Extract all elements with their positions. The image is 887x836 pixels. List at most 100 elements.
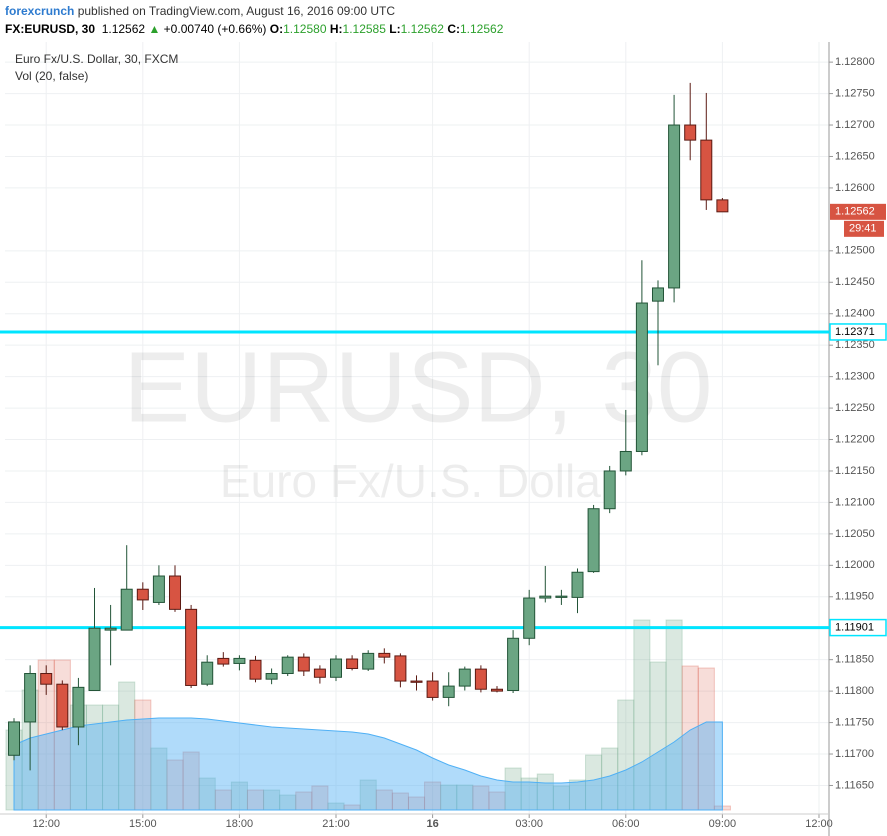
- y-tick-label: 1.12800: [835, 56, 875, 68]
- candle-body: [523, 597, 536, 639]
- x-tick-label: 16: [426, 818, 438, 830]
- y-tick-label: 1.12050: [835, 528, 875, 540]
- candle-body: [56, 683, 69, 728]
- arrow: ▲: [148, 22, 161, 36]
- candle-body: [410, 680, 423, 683]
- candle-body: [217, 657, 230, 665]
- x-tick-label: 12:00: [32, 818, 60, 830]
- x-tick-label: 21:00: [322, 818, 350, 830]
- y-tick-label: 1.12250: [835, 402, 875, 414]
- l: 1.12562: [400, 22, 444, 36]
- y-tick-label: 1.12100: [835, 496, 875, 508]
- candle-body: [458, 668, 471, 687]
- candle-body: [185, 608, 198, 686]
- countdown: 29:41: [849, 223, 877, 235]
- c-key: C:: [447, 22, 460, 36]
- volume-ma-area: [13, 717, 723, 811]
- publish-line: forexcrunch published on TradingView.com…: [5, 4, 395, 18]
- y-tick-label: 1.12600: [835, 182, 875, 194]
- candle-body: [346, 658, 359, 669]
- candle-body: [72, 686, 85, 728]
- candle-body: [265, 673, 278, 680]
- candle-body: [716, 199, 729, 213]
- y-tick-label: 1.12300: [835, 371, 875, 383]
- y-tick-label: 1.12450: [835, 276, 875, 288]
- y-tick-label: 1.11750: [835, 716, 874, 728]
- y-tick-label: 1.12350: [835, 339, 875, 351]
- candle-body: [394, 655, 407, 682]
- candle-body: [201, 661, 214, 685]
- candle-body: [313, 668, 326, 678]
- candle-body: [104, 627, 117, 631]
- watermark: Euro Fx/U.S. Dollar: [220, 455, 616, 507]
- candle-body: [684, 124, 697, 141]
- y-tick-label: 1.12500: [835, 245, 875, 257]
- candle-body: [635, 302, 648, 452]
- author[interactable]: forexcrunch: [5, 4, 75, 18]
- y-tick-label: 1.12150: [835, 465, 875, 477]
- o: 1.12580: [283, 22, 327, 36]
- candle-body: [281, 656, 294, 675]
- l-key: L:: [389, 22, 401, 36]
- candle-body: [668, 124, 681, 289]
- symbol: FX:EURUSD, 30: [5, 22, 96, 36]
- candle-body: [362, 652, 375, 670]
- candle-body: [507, 637, 520, 691]
- y-tick-label: 1.12400: [835, 308, 875, 320]
- level-label: 1.12371: [835, 326, 875, 338]
- last-price-tag: [830, 203, 886, 220]
- candle-body: [233, 657, 246, 664]
- quote-line: FX:EURUSD, 30 1.12562 ▲ +0.00740 (+0.66%…: [5, 22, 503, 36]
- candle-body: [700, 139, 713, 201]
- candle-body: [426, 680, 439, 698]
- level-tag: [829, 618, 887, 637]
- h: 1.12585: [342, 22, 386, 36]
- x-tick-label: 09:00: [709, 818, 737, 830]
- x-tick-label: 12:00: [805, 818, 833, 830]
- candle-body: [539, 595, 552, 599]
- watermark: EURUSD, 30: [123, 331, 712, 443]
- x-tick-label: 03:00: [515, 818, 543, 830]
- y-tick-label: 1.12000: [835, 559, 875, 571]
- last-price-label: 1.12562: [835, 206, 875, 218]
- volume-legend: Vol (20, false): [15, 69, 88, 83]
- x-tick-label: 06:00: [612, 818, 640, 830]
- candle-body: [120, 588, 133, 631]
- candle-body: [587, 508, 600, 573]
- candle-body: [136, 588, 149, 601]
- candle-body: [474, 668, 487, 690]
- level-tag: [829, 323, 887, 341]
- candle-body: [297, 656, 310, 672]
- published: published on TradingView.com, August 16,…: [77, 4, 396, 18]
- candle-body: [249, 659, 262, 680]
- countdown-tag: [844, 220, 884, 237]
- header: forexcrunch published on TradingView.com…: [0, 0, 887, 40]
- last: 1.12562: [101, 22, 146, 36]
- candle-body: [571, 571, 584, 598]
- y-tick-label: 1.11700: [835, 748, 874, 760]
- candle-body: [24, 673, 37, 723]
- h-key: H:: [329, 22, 343, 36]
- candle-body: [330, 658, 343, 678]
- candle-body: [555, 595, 568, 598]
- y-tick-label: 1.11650: [835, 779, 874, 791]
- candle-body: [651, 287, 664, 302]
- y-tick-label: 1.11850: [835, 654, 874, 666]
- y-tick-label: 1.11800: [835, 685, 874, 697]
- candle-body: [603, 470, 616, 510]
- level-label: 1.11901: [835, 621, 874, 633]
- candle-body: [442, 685, 455, 698]
- y-tick-label: 1.12750: [835, 87, 875, 99]
- candle-body: [40, 673, 53, 685]
- y-tick-label: 1.12200: [835, 433, 875, 445]
- candle-body: [490, 688, 503, 692]
- y-tick-label: 1.11950: [835, 591, 874, 603]
- c: 1.12562: [459, 22, 504, 36]
- candle-body: [619, 450, 632, 472]
- chart-title: Euro Fx/U.S. Dollar, 30, FXCM: [15, 52, 178, 66]
- y-tick-label: 1.12650: [835, 150, 875, 162]
- x-tick-label: 18:00: [226, 818, 254, 830]
- candle-body: [152, 575, 165, 603]
